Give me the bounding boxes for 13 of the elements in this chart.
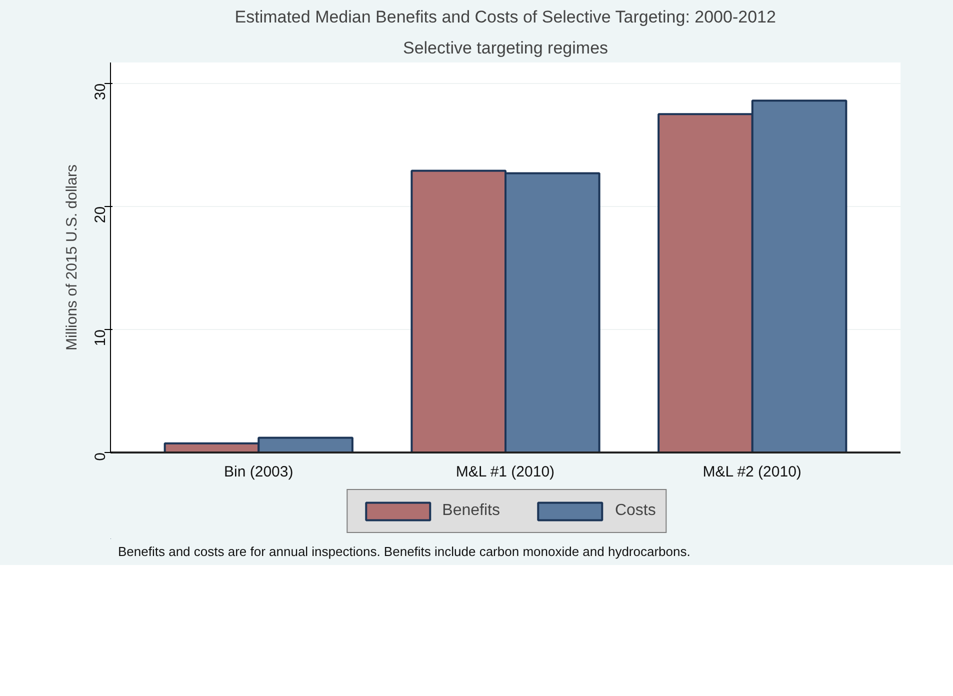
- chart-title: Estimated Median Benefits and Costs of Selective Targeting: 2000-2012: [234, 8, 776, 26]
- y-axis-title: Millions of 2015 U.S. dollars: [64, 164, 80, 350]
- legend-label: Costs: [614, 502, 656, 520]
- text: Benefits and costs are for annual inspections. Benefits include carbon monoxide and hydrocarbons.: [118, 544, 690, 560]
- x-tick-label: M&L #1 (2010): [456, 464, 555, 480]
- legend-label: Benefits: [442, 502, 500, 520]
- y-tick-label: 30: [92, 83, 109, 100]
- y-tick-label: 10: [92, 329, 109, 346]
- y-tick-label: 0: [92, 452, 109, 461]
- x-tick-label: Bin (2003): [224, 464, 294, 480]
- chart-subtitle: Selective targeting regimes: [402, 38, 608, 58]
- x-tick-label: M&L #2 (2010): [702, 464, 802, 480]
- y-tick-label: 20: [92, 206, 109, 224]
